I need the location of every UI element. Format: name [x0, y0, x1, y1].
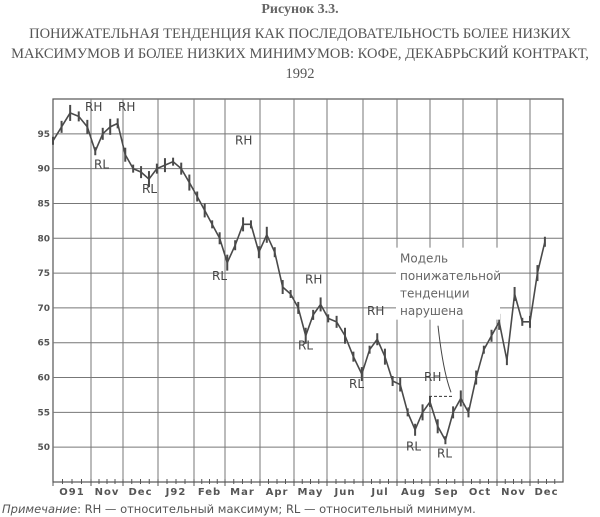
- x-tick-label: Mar: [230, 487, 255, 498]
- relative-high-label: RH: [85, 100, 102, 114]
- y-tick-label: 65: [37, 339, 50, 349]
- x-tick-label: Apr: [266, 487, 289, 498]
- callout-background: [396, 247, 500, 320]
- note-label: Примечание: [2, 502, 78, 516]
- x-tick-label: Sep: [434, 487, 458, 498]
- chart-note: Примечание: RH — относительный максимум;…: [2, 502, 476, 516]
- y-tick-label: 80: [37, 234, 50, 244]
- callout-text: нарушена: [400, 304, 463, 318]
- relative-high-label: RH: [305, 273, 322, 287]
- relative-high-label: RH: [367, 304, 384, 318]
- y-tick-label: 50: [37, 443, 50, 453]
- note-text: : RH — относительный максимум; RL — отно…: [77, 502, 476, 516]
- x-tick-label: Feb: [198, 487, 221, 498]
- relative-low-label: RL: [437, 447, 452, 461]
- x-tick-label: Jun: [334, 487, 356, 498]
- x-tick-label: Oct: [469, 487, 491, 498]
- relative-low-label: RL: [142, 182, 157, 196]
- y-tick-label: 85: [37, 199, 50, 209]
- y-tick-label: 70: [37, 304, 50, 314]
- y-tick-label: 55: [37, 408, 50, 418]
- x-tick-label: O91: [59, 487, 84, 498]
- x-tick-label: Dec: [128, 487, 152, 498]
- plot-frame: [52, 98, 564, 483]
- y-tick-label: 95: [37, 130, 50, 140]
- chart-title: ПОНИЖАТЕЛЬНАЯ ТЕНДЕНЦИЯ КАК ПОСЛЕДОВАТЕЛ…: [11, 26, 589, 82]
- x-tick-label: Nov: [501, 487, 526, 498]
- relative-low-label: RL: [212, 269, 227, 283]
- relative-high-label: RH: [424, 370, 441, 384]
- relative-high-label: RH: [235, 133, 252, 147]
- relative-low-label: RL: [406, 440, 421, 454]
- y-tick-label: 60: [37, 374, 50, 384]
- callout-text: понижательной: [400, 269, 501, 283]
- relative-low-label: RL: [94, 158, 109, 172]
- callout-text: Модель: [400, 252, 448, 266]
- relative-low-label: RL: [298, 339, 313, 353]
- x-tick-label: Jul: [370, 487, 388, 498]
- x-tick-label: J92: [165, 487, 187, 498]
- y-tick-label: 90: [37, 165, 50, 175]
- callout-text: тенденции: [400, 287, 470, 301]
- y-tick-label: 75: [37, 269, 50, 279]
- x-tick-label: Aug: [401, 487, 426, 498]
- figure-number: Рисунок 3.3.: [261, 2, 339, 17]
- price-line: [52, 111, 546, 443]
- x-tick-label: Nov: [95, 487, 120, 498]
- x-tick-label: May: [298, 487, 324, 498]
- relative-high-label: RH: [118, 100, 135, 114]
- x-tick-label: Dec: [534, 487, 558, 498]
- callout-arrow: [437, 325, 452, 393]
- relative-low-label: RL: [349, 377, 364, 391]
